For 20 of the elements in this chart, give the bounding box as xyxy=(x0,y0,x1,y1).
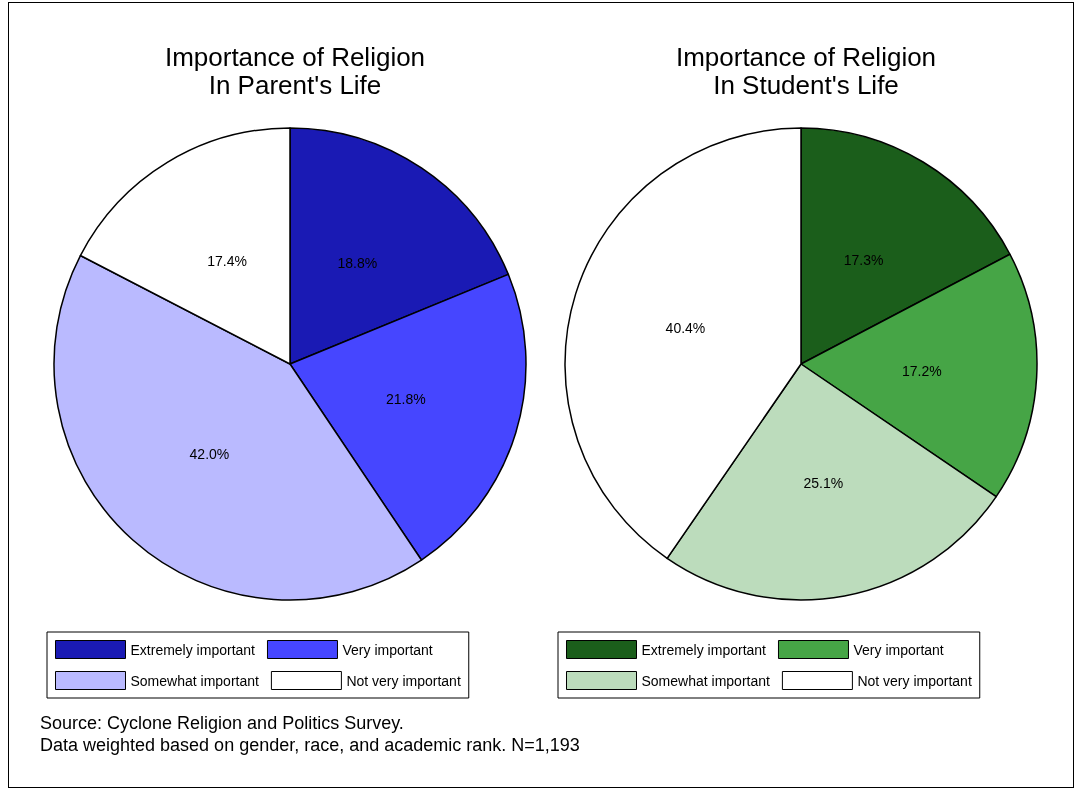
legend-label: Extremely important xyxy=(641,641,767,658)
data-label: 18.8% xyxy=(337,255,378,272)
data-label: 17.3% xyxy=(843,252,884,269)
legend-label: Not very important xyxy=(857,672,972,689)
data-label: 17.4% xyxy=(207,252,247,269)
chart-title: Importance of Religion In Student's Life xyxy=(675,42,937,100)
data-label: 40.4% xyxy=(665,320,706,337)
legend-label: Extremely important xyxy=(130,641,256,658)
legend-label: Somewhat important xyxy=(641,672,770,689)
source-note: Source: Cyclone Religion and Politics Survey. xyxy=(40,712,405,734)
legend-label: Not very important xyxy=(346,672,461,689)
legend-label: Somewhat important xyxy=(130,672,259,689)
legend-label: Very important xyxy=(342,641,433,658)
chart-title: Importance of Religion In Parent's Life xyxy=(164,42,426,100)
data-label: 42.0% xyxy=(189,446,230,463)
data-label: 17.2% xyxy=(901,362,942,379)
data-label: 25.1% xyxy=(803,474,844,491)
text: Data weighted based on gender, race, and academic rank. N=1,193 xyxy=(40,734,580,756)
legend-label: Very important xyxy=(853,641,944,658)
data-label: 21.8% xyxy=(385,391,426,408)
